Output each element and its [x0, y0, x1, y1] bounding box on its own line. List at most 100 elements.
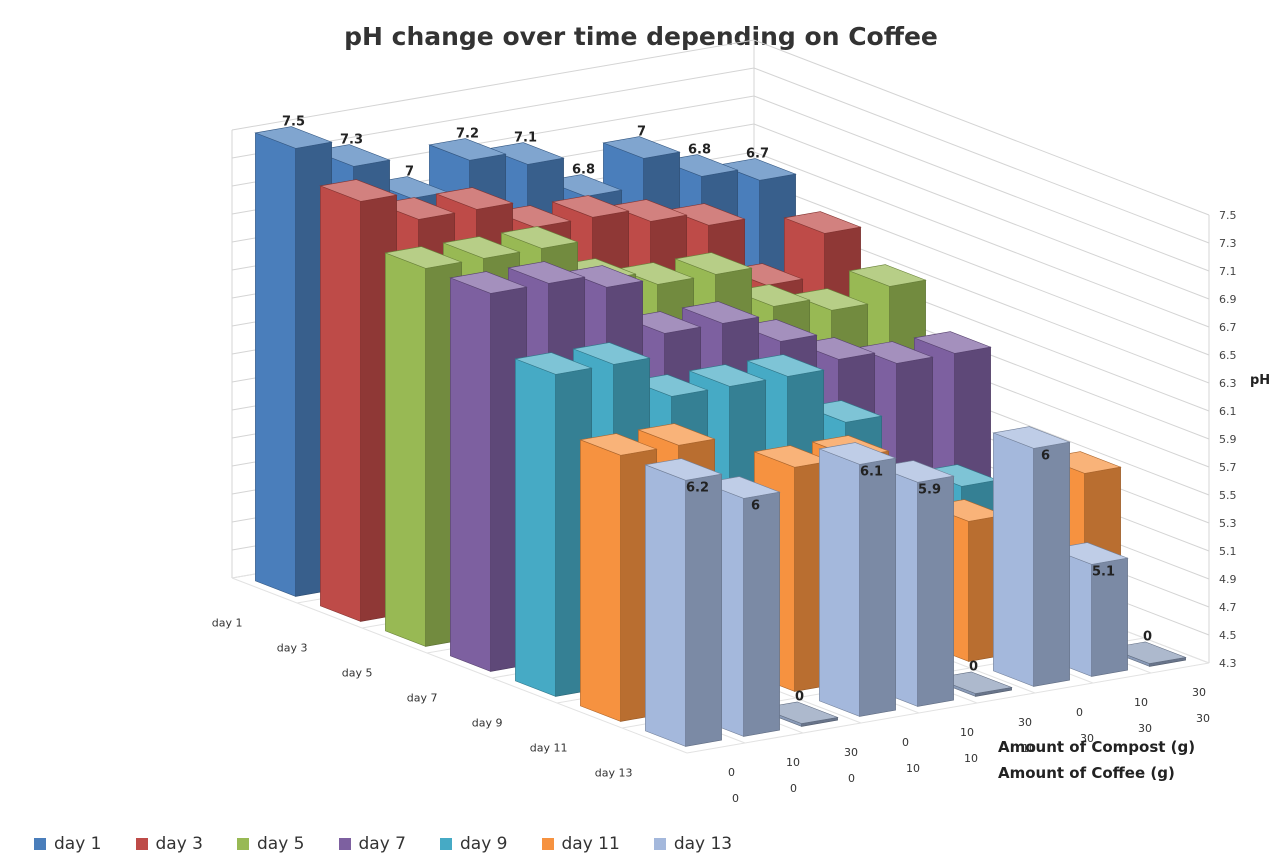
data-label: 6 [1041, 449, 1050, 464]
z-tick-label: 5.9 [1219, 433, 1237, 446]
z-tick-label: 5.5 [1219, 489, 1237, 502]
coffee-tick-label: 0 [848, 772, 855, 785]
legend-item: day 9 [440, 834, 508, 854]
bar-side-face [1033, 441, 1070, 687]
bar [992, 426, 1071, 687]
bar-top-face [435, 187, 514, 210]
bar-top-face [790, 288, 869, 311]
bar-top-face [804, 400, 883, 423]
legend-item: day 11 [541, 834, 620, 854]
compost-tick-label: 0 [1076, 706, 1083, 719]
series-tick-label: day 5 [342, 667, 373, 680]
bar-top-face [442, 236, 521, 259]
floor-line [231, 577, 688, 754]
data-label: 5.9 [918, 483, 941, 498]
bar [818, 442, 897, 717]
compost-tick-label: 30 [844, 746, 858, 759]
bar-top-face [544, 174, 623, 197]
bar-top-face [254, 126, 333, 149]
legend-item: day 3 [135, 834, 204, 854]
bar-top-face [797, 337, 876, 360]
z-tick-label: 6.5 [1219, 349, 1237, 362]
bar-top-face [637, 423, 716, 446]
coffee-tick-label: 0 [732, 792, 739, 805]
bar-top-face [312, 144, 391, 167]
coffee-tick-label: 10 [906, 762, 920, 775]
bar-top-face [602, 136, 681, 159]
bar-front-face [450, 277, 492, 672]
bar-top-face [674, 252, 753, 275]
legend-label: day 11 [561, 834, 620, 854]
legend-item: day 13 [653, 834, 733, 854]
z-tick-label: 6.9 [1219, 293, 1237, 306]
series-tick-label: day 1 [212, 617, 243, 630]
series-tick-label: day 9 [472, 717, 503, 730]
legend-label: day 1 [54, 834, 102, 854]
bar-top-face [718, 158, 797, 181]
bar-top-face [486, 142, 565, 165]
compost-tick-label: 10 [786, 756, 800, 769]
legend-item: day 1 [34, 834, 102, 854]
coffee-axis-title: Amount of Coffee (g) [998, 764, 1175, 782]
coffee-tick-label: 30 [1080, 732, 1094, 745]
compost-tick-label: 30 [1018, 716, 1032, 729]
legend-label: day 9 [460, 834, 508, 854]
series-axis: day 1 day 3 day 5 day 7 day 9 day 11 day 13 [212, 617, 633, 780]
z-tick-label: 7.5 [1219, 209, 1237, 222]
bar-top-face [319, 179, 398, 202]
category-axis: 0 10 30 0 10 30 0 10 30 0 0 0 10 10 10 30 30 30 [728, 686, 1210, 805]
bar-side-face [917, 475, 954, 707]
legend-swatch [541, 838, 554, 850]
legend-label: day 3 [155, 834, 204, 854]
legend-item: day 5 [237, 834, 305, 854]
legend-swatch [653, 838, 666, 850]
z-tick-label: 6.1 [1219, 405, 1237, 418]
bar-top-face [818, 442, 897, 465]
bar-top-face [565, 265, 644, 288]
data-label: 6.2 [686, 481, 709, 496]
bar-front-face [385, 252, 427, 647]
bar-top-face [377, 197, 456, 220]
series-tick-label: day 7 [407, 692, 438, 705]
bars [254, 126, 1187, 747]
z-tick-label: 6.3 [1219, 377, 1237, 390]
bar-top-face [623, 311, 702, 334]
data-label: 7 [637, 125, 646, 140]
bar-top-face [739, 319, 818, 342]
bar-top-face [855, 341, 934, 364]
data-label: 7.1 [514, 131, 537, 146]
series-tick-label: day 13 [595, 767, 633, 780]
coffee-tick-label: 10 [1022, 742, 1036, 755]
legend-swatch [237, 838, 249, 850]
bar-side-face [743, 491, 780, 737]
bar-top-face [702, 476, 781, 499]
bar-front-face [645, 464, 687, 747]
bar-top-face [913, 331, 992, 354]
bar-top-face [507, 261, 586, 284]
data-label: 0 [969, 660, 978, 675]
bar-top-face [449, 271, 528, 294]
bar-top-face [746, 354, 825, 377]
legend-label: day 13 [673, 834, 733, 854]
legend: day 1 day 3 day 5 day 7 day 9 day 11 day 13 [34, 834, 766, 854]
z-tick-label: 4.5 [1219, 629, 1237, 642]
legend-swatch [440, 838, 452, 850]
bar-top-face [934, 671, 1013, 694]
coffee-tick-label: 30 [1196, 712, 1210, 725]
bar-top-face [1050, 542, 1129, 565]
bar-front-face [819, 448, 861, 717]
floor-line [686, 662, 1210, 754]
compost-tick-label: 30 [1192, 686, 1206, 699]
compost-axis-title: Amount of Compost (g) [998, 738, 1196, 756]
bar-top-face [660, 154, 739, 177]
compost-tick-label: 10 [1134, 696, 1148, 709]
bar-top-face [667, 203, 746, 226]
bar-front-face [320, 185, 362, 622]
data-label: 7.3 [340, 133, 363, 148]
bar-side-face [685, 473, 722, 747]
bar-top-face [616, 262, 695, 285]
bar-top-face [644, 458, 723, 481]
bar-top-face [493, 205, 572, 228]
data-labels: 6.7 6.8 7 6.8 7.1 7.2 7 7.3 7.5 0 5.1 6 0 5.9 6.1 0 6 6.2 [282, 115, 1152, 705]
